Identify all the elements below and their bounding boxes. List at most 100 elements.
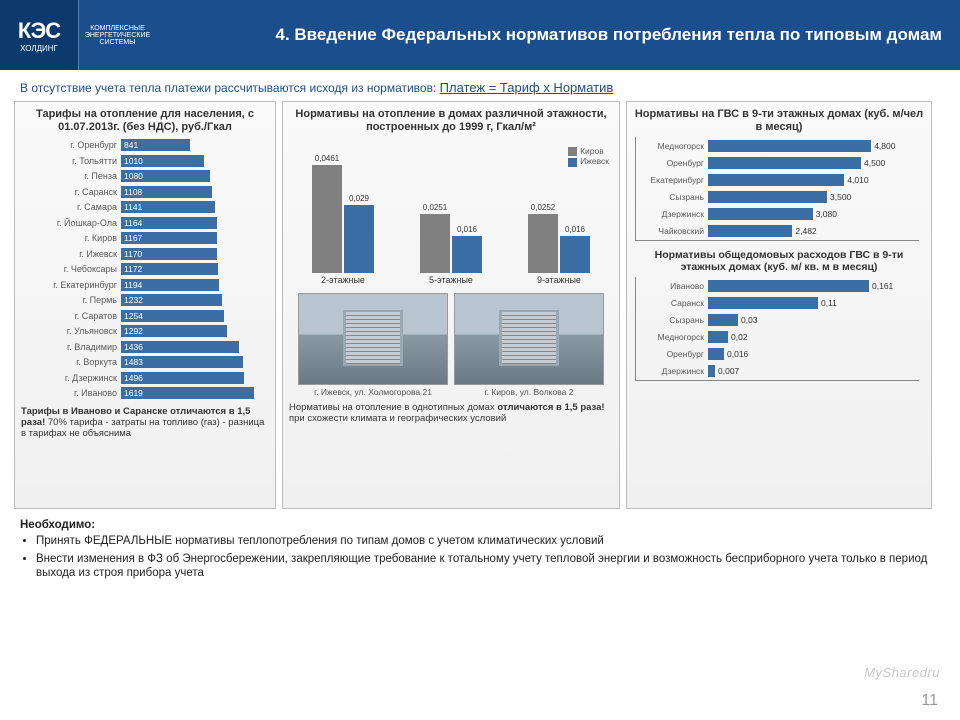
bar: 1164	[121, 217, 217, 229]
bar-label: г. Саранск	[21, 187, 121, 197]
bar-group: 0,02520,016	[528, 214, 590, 273]
legend-swatch	[568, 147, 577, 156]
bar	[708, 297, 818, 309]
footer-heading: Необходимо:	[20, 519, 95, 531]
logo-text: КЭС	[18, 18, 60, 44]
bar-label: г. Ульяновск	[21, 326, 121, 336]
bar: 1172	[121, 263, 218, 275]
bar	[708, 280, 869, 292]
bar-row: г. Самара1141	[21, 199, 269, 215]
bar-row: г. Ижевск1170	[21, 246, 269, 262]
bar-label: Оренбург	[636, 158, 708, 168]
bar-row: г. Владимир1436	[21, 339, 269, 355]
panel3-title1: Нормативы на ГВС в 9-ти этажных домах (к…	[633, 108, 925, 133]
watermark: MySharedru	[864, 665, 940, 680]
bar-label: Дзержинск	[636, 209, 708, 219]
legend-label: Ижевск	[580, 156, 609, 166]
bar-value: 4,500	[861, 158, 885, 168]
group-label: 9-этажные	[537, 275, 581, 285]
bar-row: Чайковский2,482	[636, 222, 919, 239]
bar-value: 0,02	[728, 332, 748, 342]
bar-value: 4,800	[871, 141, 895, 151]
bar-label: г. Йошкар-Ола	[21, 218, 121, 228]
bar	[708, 157, 861, 169]
panel2-group-labels: 2-этажные5-этажные9-этажные	[289, 275, 613, 285]
bar-label: Медногорск	[636, 141, 708, 151]
bar-value: 0,016	[724, 349, 748, 359]
panel3-chart1: Медногорск 4,800 Оренбург 4,500 Екатеринбург…	[635, 137, 919, 241]
bar-label: г. Пенза	[21, 171, 121, 181]
bar-label: Сызрань	[636, 315, 708, 325]
bar: 1232	[121, 294, 222, 306]
bar-value: 0,0251	[420, 203, 450, 212]
bar: 1167	[121, 232, 217, 244]
bar-group: 0,02510,016	[420, 214, 482, 273]
bar-row: г. Пермь1232	[21, 292, 269, 308]
group-bar: 0,0252	[528, 214, 558, 273]
bar-row: г. Йошкар-Ола1164	[21, 215, 269, 231]
bar-value: 0,161	[869, 281, 893, 291]
bar-label: г. Пермь	[21, 295, 121, 305]
bar-label: г. Чебоксары	[21, 264, 121, 274]
bar-value: 0,0461	[312, 154, 342, 163]
bar-label: Дзержинск	[636, 366, 708, 376]
bar	[708, 348, 724, 360]
panel1-bars: г. Оренбург841г. Тольятти1010г. Пенза108…	[21, 137, 269, 401]
bar-label: г. Екатеринбург	[21, 280, 121, 290]
bar-row: г. Киров1167	[21, 230, 269, 246]
bar	[708, 314, 738, 326]
legend-label: Киров	[580, 146, 604, 156]
bar-row: Оренбург 0,016	[636, 345, 919, 362]
bar-row: г. Воркута1483	[21, 354, 269, 370]
bar-value: 0,007	[715, 366, 739, 376]
bar: 1483	[121, 356, 243, 368]
bar-value: 0,029	[344, 194, 374, 203]
subtitle: В отсутствие учета тепла платежи рассчит…	[0, 70, 960, 101]
page-number: 11	[921, 692, 938, 710]
panel1-title: Тарифы на отопление для населения, с 01.…	[21, 108, 269, 133]
subtitle-formula: Платеж = Тариф х Норматив	[440, 80, 614, 95]
bar: 1080	[121, 170, 210, 182]
bar-label: Саранск	[636, 298, 708, 308]
bar: 1496	[121, 372, 244, 384]
panel1-note: Тарифы в Иваново и Саранске отличаются в…	[21, 407, 269, 440]
logo-secondary: КОМПЛЕКСНЫЕ ЭНЕРГЕТИЧЕСКИЕ СИСТЕМЫ	[78, 0, 156, 70]
bar-label: г. Саратов	[21, 311, 121, 321]
bar-value: 0,03	[738, 315, 758, 325]
bar-value: 0,0252	[528, 203, 558, 212]
group-bar: 0,0251	[420, 214, 450, 273]
bar-row: Саранск0,11	[636, 294, 919, 311]
panel2-note-bold: отличаются в 1,5 раза!	[497, 402, 604, 413]
bar: 1010	[121, 155, 204, 167]
photo-placeholder	[298, 293, 448, 385]
bar: 1194	[121, 279, 219, 291]
footer-bullet: Внести изменения в ФЗ об Энергосбережени…	[36, 553, 940, 581]
panel2-note: Нормативы на отопление в однотипных дома…	[289, 403, 613, 425]
bar-row: г. Екатеринбург1194	[21, 277, 269, 293]
group-label: 5-этажные	[429, 275, 473, 285]
group-bar: 0,016	[452, 236, 482, 274]
photo-placeholder	[454, 293, 604, 385]
bar	[708, 225, 792, 237]
bar-label: г. Самара	[21, 202, 121, 212]
panel3-chart2: Иваново0,161Саранск0,11Сызрань0,03Медног…	[635, 277, 919, 381]
bar-row: г. Тольятти1010	[21, 153, 269, 169]
bar: 1254	[121, 310, 224, 322]
footer: Необходимо: Принять ФЕДЕРАЛЬНЫЕ норматив…	[0, 509, 960, 580]
logo-sub2: КОМПЛЕКСНЫЕ ЭНЕРГЕТИЧЕСКИЕ СИСТЕМЫ	[79, 25, 156, 46]
logo-primary: КЭС ХОЛДИНГ	[0, 0, 78, 70]
group-bar: 0,0461	[312, 165, 342, 274]
bar-row: г. Чебоксары1172	[21, 261, 269, 277]
panel2-title: Нормативы на отопление в домах различной…	[289, 108, 613, 133]
panels-row: Тарифы на отопление для населения, с 01.…	[0, 101, 960, 509]
header-bar: КЭС ХОЛДИНГ КОМПЛЕКСНЫЕ ЭНЕРГЕТИЧЕСКИЕ С…	[0, 0, 960, 70]
bar-label: г. Киров	[21, 233, 121, 243]
group-bar: 0,029	[344, 205, 374, 273]
legend-swatch	[568, 158, 577, 167]
bar-label: г. Иваново	[21, 388, 121, 398]
bar-label: Оренбург	[636, 349, 708, 359]
bar-value: 3,080	[813, 209, 837, 219]
bar-row: Екатеринбург4,010	[636, 171, 919, 188]
bar-label: г. Дзержинск	[21, 373, 121, 383]
bar-row: Иваново0,161	[636, 277, 919, 294]
